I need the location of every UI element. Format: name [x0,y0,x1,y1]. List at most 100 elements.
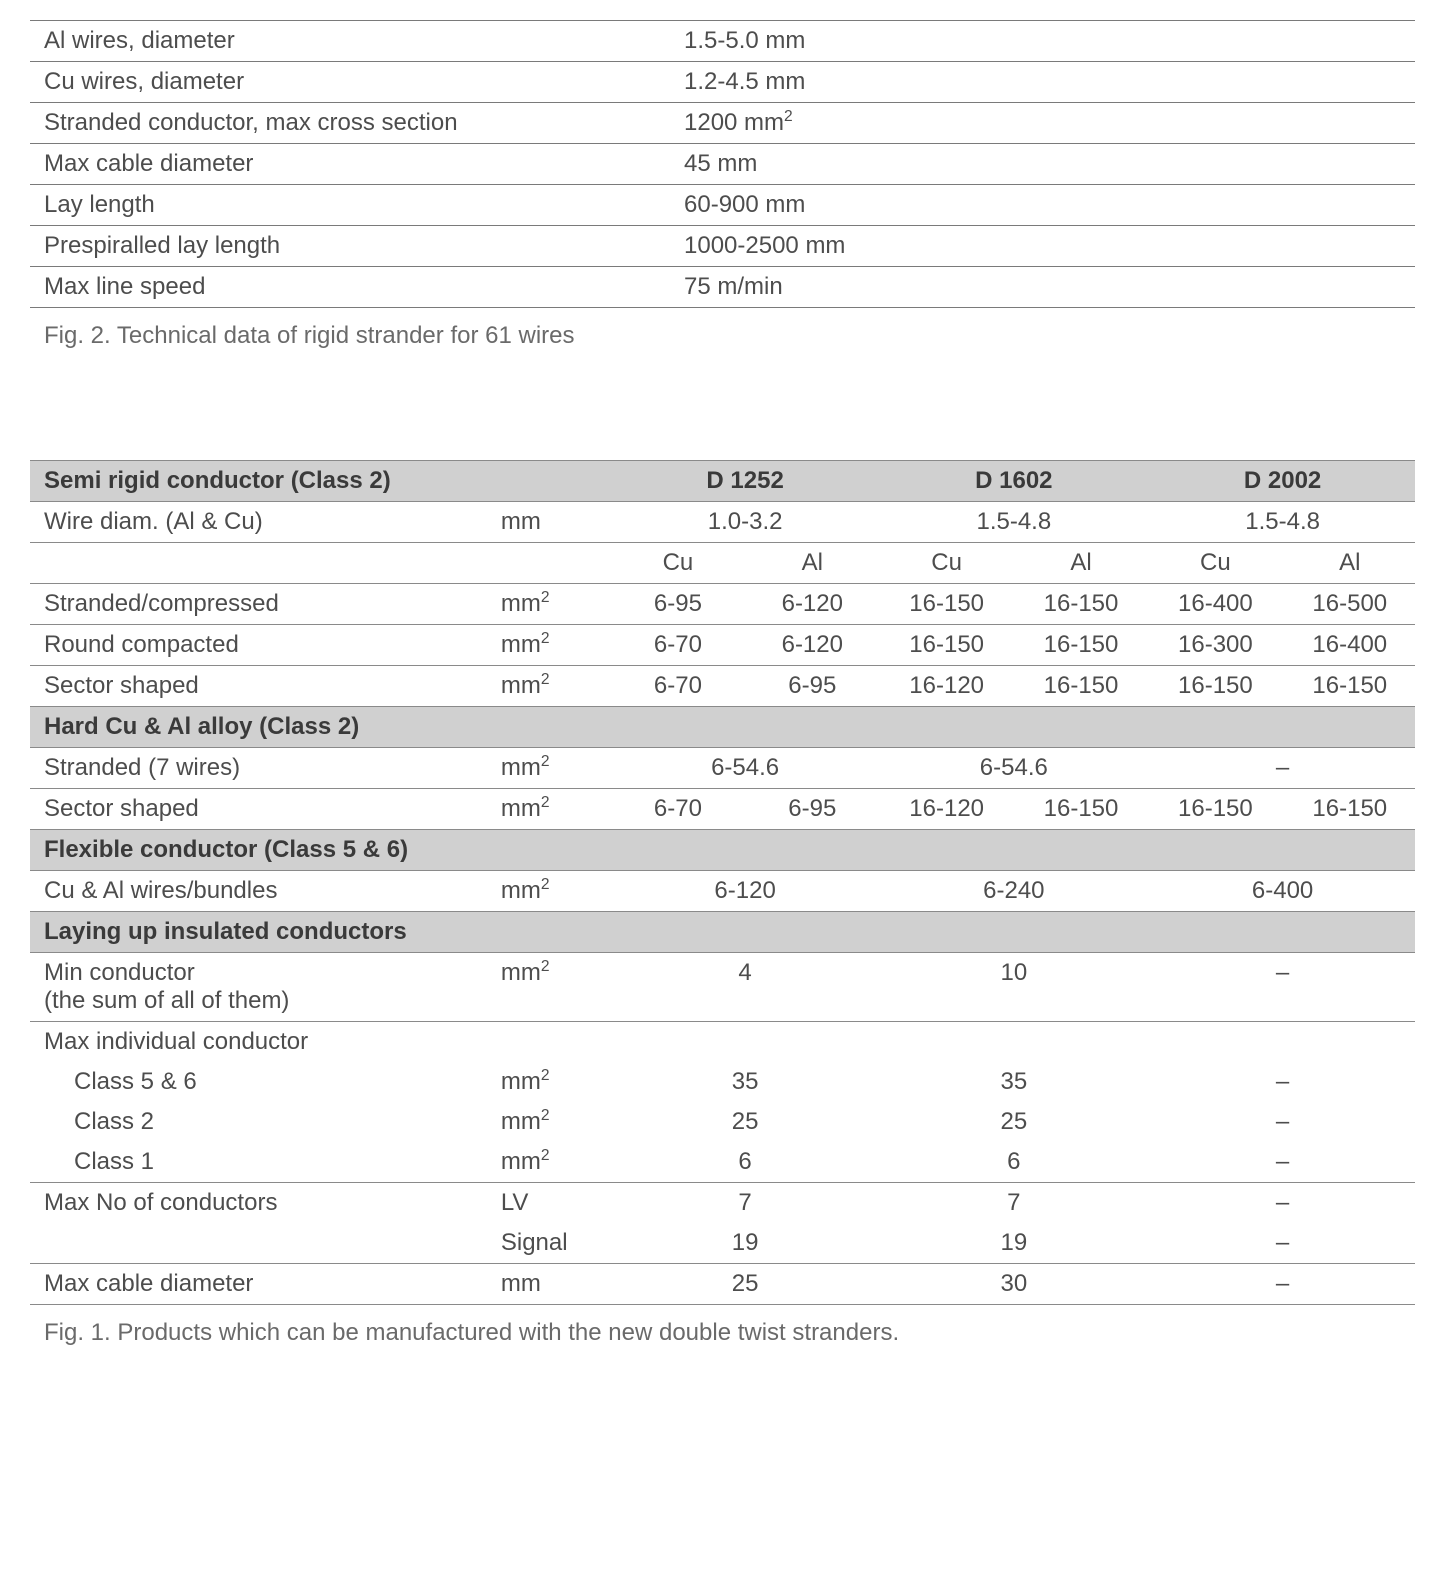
table-row: Lay length60-900 mm [30,185,1415,226]
spec-value: 16-150 [877,625,1011,666]
spec-label: Stranded conductor, max cross section [30,103,670,144]
unit-cell: mm2 [487,1142,609,1183]
tech-data-table: Al wires, diameter1.5-5.0 mmCu wires, di… [30,20,1415,308]
table2-caption: Fig. 1. Products which can be manufactur… [44,1319,1415,1347]
spec-value: 6-54.6 [609,748,878,789]
table-row: Round compactedmm26-706-12016-15016-1501… [30,625,1415,666]
spec-value: 6-70 [609,666,743,707]
table-row: Al wires, diameter1.5-5.0 mm [30,21,1415,62]
spec-value: 1.5-4.8 [1146,502,1415,543]
spec-value: 7 [609,1183,878,1224]
spec-label: Sector shaped [30,789,487,830]
spec-value: – [1146,953,1415,1022]
section-header: Flexible conductor (Class 5 & 6) [30,830,1415,871]
table-row: Class 2mm22525– [30,1102,1415,1142]
spec-value: 16-150 [1146,789,1280,830]
spec-value: 6 [609,1142,878,1183]
table-row: Max cable diameter45 mm [30,144,1415,185]
spec-label: Sector shaped [30,666,487,707]
spec-value: 35 [877,1062,1146,1102]
spec-value: 16-150 [1281,666,1415,707]
spec-value: 6-54.6 [877,748,1146,789]
spec-value: 4 [609,953,878,1022]
table-row: Min conductor(the sum of all of them)mm2… [30,953,1415,1022]
table-row: Max line speed75 m/min [30,267,1415,308]
spec-label: Cu & Al wires/bundles [30,871,487,912]
spec-label: Class 1 [30,1142,487,1183]
spec-label: Lay length [30,185,670,226]
spec-label: Stranded (7 wires) [30,748,487,789]
spec-value: 35 [609,1062,878,1102]
unit-cell: mm [487,502,609,543]
spec-value: 1.5-5.0 mm [670,21,1415,62]
spec-value: 10 [877,953,1146,1022]
spec-value: 16-300 [1146,625,1280,666]
table-row: Cu wires, diameter1.2-4.5 mm [30,62,1415,103]
spec-value: 1000-2500 mm [670,226,1415,267]
col-header: D 1602 [877,461,1146,502]
spec-value: – [1146,748,1415,789]
table-row: Hard Cu & Al alloy (Class 2) [30,707,1415,748]
spec-value: – [1146,1223,1415,1264]
table-row: Sector shapedmm26-706-9516-12016-15016-1… [30,666,1415,707]
unit-cell: mm2 [487,789,609,830]
table-row: Laying up insulated conductors [30,912,1415,953]
spec-value: 6-70 [609,789,743,830]
spec-value: 16-150 [877,584,1011,625]
spec-value: 6-95 [609,584,743,625]
spec-label: Class 5 & 6 [30,1062,487,1102]
unit-cell: mm2 [487,666,609,707]
table-row: Wire diam. (Al & Cu)mm1.0-3.21.5-4.81.5-… [30,502,1415,543]
spec-value: 16-150 [1281,789,1415,830]
spec-value: 25 [609,1264,878,1305]
spec-value: 16-150 [1012,625,1146,666]
unit-cell: mm2 [487,953,609,1022]
spec-value: 16-120 [877,666,1011,707]
spec-value: 19 [877,1223,1146,1264]
sub-header: Cu [609,543,743,584]
spec-label: Prespiralled lay length [30,226,670,267]
spec-value: – [1146,1142,1415,1183]
spec-label: Wire diam. (Al & Cu) [30,502,487,543]
spec-value: 45 mm [670,144,1415,185]
table-row: Stranded (7 wires)mm26-54.66-54.6– [30,748,1415,789]
spec-value: 1.0-3.2 [609,502,878,543]
table-row: Signal1919– [30,1223,1415,1264]
spec-value: 16-150 [1146,666,1280,707]
unit-cell: mm2 [487,1062,609,1102]
table-row: Prespiralled lay length1000-2500 mm [30,226,1415,267]
spec-value: 16-500 [1281,584,1415,625]
col-header: D 1252 [609,461,878,502]
spec-label: Max line speed [30,267,670,308]
spec-value: – [1146,1264,1415,1305]
spec-value: 16-400 [1281,625,1415,666]
sub-header: Cu [1146,543,1280,584]
spec-value: 6-95 [743,666,877,707]
table-row: Max individual conductor [30,1022,1415,1063]
unit-cell: mm2 [487,584,609,625]
spec-value: – [1146,1102,1415,1142]
spec-label: Cu wires, diameter [30,62,670,103]
spec-value: 25 [877,1102,1146,1142]
products-table: Semi rigid conductor (Class 2)D 1252D 16… [30,460,1415,1305]
spec-value: 6 [877,1142,1146,1183]
table1-caption: Fig. 2. Technical data of rigid strander… [44,322,1415,350]
spec-value: 19 [609,1223,878,1264]
table-row: Stranded conductor, max cross section120… [30,103,1415,144]
spec-value: 16-150 [1012,666,1146,707]
unit-cell: Signal [487,1223,609,1264]
section-header: Semi rigid conductor (Class 2) [30,461,609,502]
spec-value: – [1146,1183,1415,1224]
table-row: Flexible conductor (Class 5 & 6) [30,830,1415,871]
spec-label: Al wires, diameter [30,21,670,62]
spec-value: 6-70 [609,625,743,666]
spec-label: Max cable diameter [30,144,670,185]
spec-label: Max No of conductors [30,1183,487,1224]
table-row: Sector shapedmm26-706-9516-12016-15016-1… [30,789,1415,830]
section-header: Hard Cu & Al alloy (Class 2) [30,707,1415,748]
unit-cell: mm2 [487,1102,609,1142]
spec-value: 30 [877,1264,1146,1305]
sub-header: Al [1012,543,1146,584]
spec-value: 6-120 [743,584,877,625]
spec-value: 1.2-4.5 mm [670,62,1415,103]
